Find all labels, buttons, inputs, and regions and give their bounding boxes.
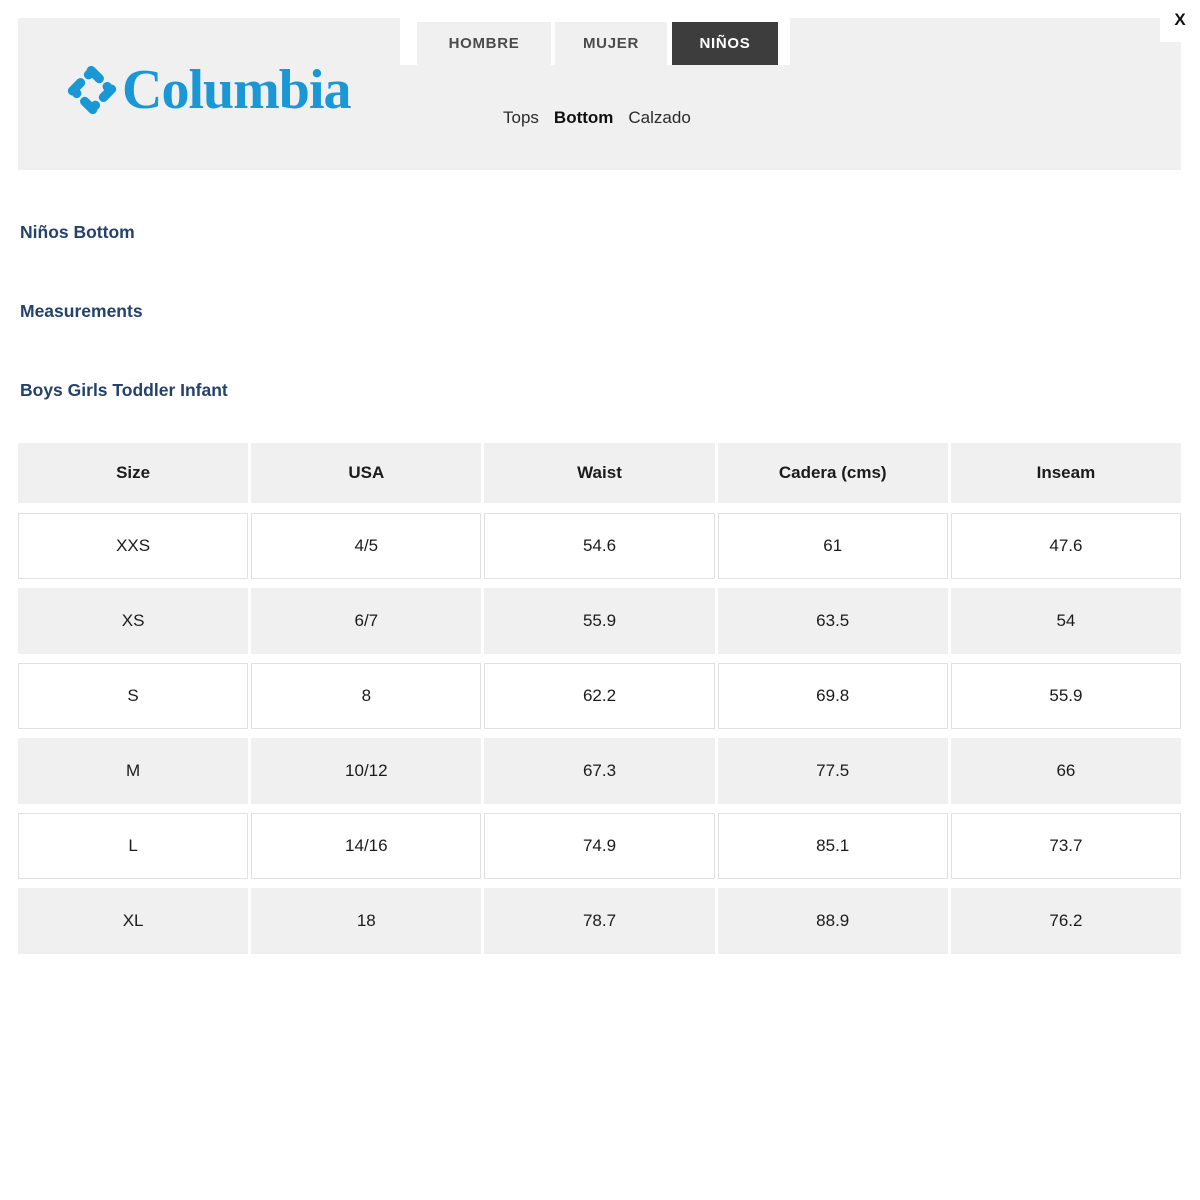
table-cell: XXS — [18, 513, 249, 579]
table-cell: XL — [18, 888, 249, 954]
table-cell: 63.5 — [717, 588, 948, 654]
page-title: Niños Bottom — [20, 222, 135, 242]
subnav-tops[interactable]: Tops — [503, 108, 539, 127]
column-header: Cadera (cms) — [717, 443, 948, 503]
group-heading: Boys Girls Toddler Infant — [20, 380, 228, 400]
table-row: XS 6/7 55.9 63.5 54 — [18, 588, 1182, 654]
table-cell: 76.2 — [950, 888, 1182, 954]
subnav-bottom[interactable]: Bottom — [553, 108, 614, 127]
column-header: Size — [18, 443, 249, 503]
table-cell: 10/12 — [251, 738, 482, 804]
table-cell: S — [18, 663, 249, 729]
table-cell: 85.1 — [717, 813, 948, 879]
column-header: USA — [251, 443, 482, 503]
gender-tabs: HOMBRE MUJER NIÑOS — [400, 18, 790, 65]
table-row: L 14/16 74.9 85.1 73.7 — [18, 813, 1182, 879]
table-cell: 18 — [251, 888, 482, 954]
close-button[interactable]: X — [1160, 0, 1200, 42]
table-row: XXS 4/5 54.6 61 47.6 — [18, 513, 1182, 579]
table-cell: 62.2 — [484, 663, 715, 729]
table-header-row: Size USA Waist Cadera (cms) Inseam — [18, 443, 1182, 503]
table-cell: M — [18, 738, 249, 804]
tab-niños[interactable]: NIÑOS — [672, 22, 778, 65]
table-cell: 88.9 — [717, 888, 948, 954]
table-cell: 8 — [251, 663, 482, 729]
table-cell: 78.7 — [484, 888, 715, 954]
table-cell: 55.9 — [484, 588, 715, 654]
table-cell: 54 — [950, 588, 1182, 654]
table-cell: 74.9 — [484, 813, 715, 879]
table-cell: 61 — [717, 513, 948, 579]
table-cell: 73.7 — [950, 813, 1182, 879]
columbia-wordmark: Columbia — [122, 59, 351, 121]
table-cell: 14/16 — [251, 813, 482, 879]
table-row: XL 18 78.7 88.9 76.2 — [18, 888, 1182, 954]
table-cell: 69.8 — [717, 663, 948, 729]
table-cell: 54.6 — [484, 513, 715, 579]
table-cell: 47.6 — [950, 513, 1182, 579]
column-header: Inseam — [950, 443, 1182, 503]
table-row: S 8 62.2 69.8 55.9 — [18, 663, 1182, 729]
header: Columbia HOMBRE MUJER NIÑOS Tops Bottom Calz… — [18, 18, 1181, 170]
size-table: Size USA Waist Cadera (cms) Inseam XXS 4/5 54.6… — [18, 443, 1182, 963]
table-cell: 66 — [950, 738, 1182, 804]
table-cell: 4/5 — [251, 513, 482, 579]
table-cell: 55.9 — [950, 663, 1182, 729]
table-cell: L — [18, 813, 249, 879]
table-row: M 10/12 67.3 77.5 66 — [18, 738, 1182, 804]
table-cell: XS — [18, 588, 249, 654]
measurements-heading: Measurements — [20, 301, 143, 321]
column-header: Waist — [484, 443, 715, 503]
tab-hombre[interactable]: HOMBRE — [417, 22, 551, 65]
tab-mujer[interactable]: MUJER — [555, 22, 667, 65]
table-cell: 67.3 — [484, 738, 715, 804]
subnav-calzado[interactable]: Calzado — [628, 108, 691, 127]
table-cell: 6/7 — [251, 588, 482, 654]
category-subnav: Tops Bottom Calzado — [503, 106, 691, 130]
columbia-logo-icon — [67, 65, 117, 115]
table-cell: 77.5 — [717, 738, 948, 804]
columbia-logo: Columbia — [65, 62, 351, 118]
